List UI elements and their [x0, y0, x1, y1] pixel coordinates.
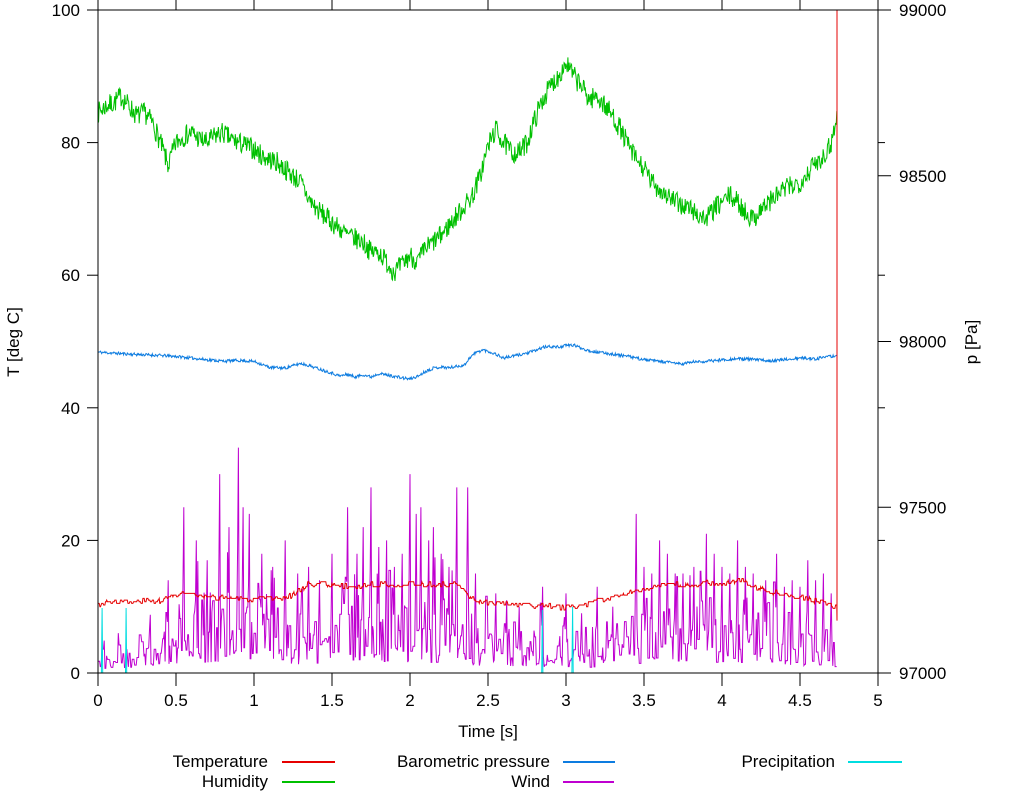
- y-right-tick-label: 97500: [899, 498, 946, 517]
- legend-swatch-pressure: [563, 761, 615, 763]
- legend-label-wind: Wind: [511, 772, 550, 791]
- y-right-axis-title: p [Pa]: [962, 320, 981, 364]
- x-tick-label: 5: [873, 691, 882, 710]
- series-layer: [98, 10, 838, 674]
- x-tick-label: 4.5: [788, 691, 812, 710]
- y-left-tick-label: 40: [61, 399, 80, 418]
- y-right-tick-label: 98500: [899, 167, 946, 186]
- y-left-tick-label: 100: [52, 1, 80, 20]
- y-right-tick-label: 97000: [899, 664, 946, 683]
- series-pressure: [98, 342, 838, 381]
- x-tick-label: 1: [249, 691, 258, 710]
- x-tick-label: 3.5: [632, 691, 656, 710]
- legend-label-humidity: Humidity: [201, 772, 268, 791]
- y-left-tick-label: 80: [61, 134, 80, 153]
- legend-swatch-precipitation: [848, 761, 902, 763]
- x-tick-label: 3: [561, 691, 570, 710]
- x-tick-label: 2: [405, 691, 414, 710]
- x-tick-label: 0.5: [164, 691, 188, 710]
- series-wind: [98, 447, 837, 669]
- y-left-tick-label: 60: [61, 266, 80, 285]
- x-axis-title: Time [s]: [458, 722, 518, 741]
- series-temperature: [98, 10, 838, 621]
- legend-swatch-humidity: [282, 781, 335, 783]
- legend-label-pressure: Barometric pressure: [396, 752, 550, 771]
- series-humidity: [98, 57, 838, 282]
- y-left-tick-label: 20: [61, 531, 80, 550]
- y-left-axis-title: T [deg C]: [4, 307, 23, 377]
- x-tick-label: 0: [93, 691, 102, 710]
- axes-layer: 0 0.5 1 1.5 2 2.5 3 3.5 4 4.5 5 0 20 40 60 80 100 97000 97…: [52, 0, 946, 710]
- x-tick-label: 4: [717, 691, 726, 710]
- y-right-tick-label: 99000: [899, 1, 946, 20]
- legend-swatch-temperature: [282, 761, 335, 763]
- x-tick-label: 2.5: [476, 691, 500, 710]
- x-tick-label: 1.5: [320, 691, 344, 710]
- y-right-tick-label: 98000: [899, 333, 946, 352]
- legend-label-temperature: Temperature: [172, 752, 268, 771]
- plot-border: [97, 9, 879, 674]
- legend-label-precipitation: Precipitation: [741, 752, 835, 771]
- y-left-tick-label: 0: [71, 664, 80, 683]
- legend-swatch-wind: [563, 781, 614, 783]
